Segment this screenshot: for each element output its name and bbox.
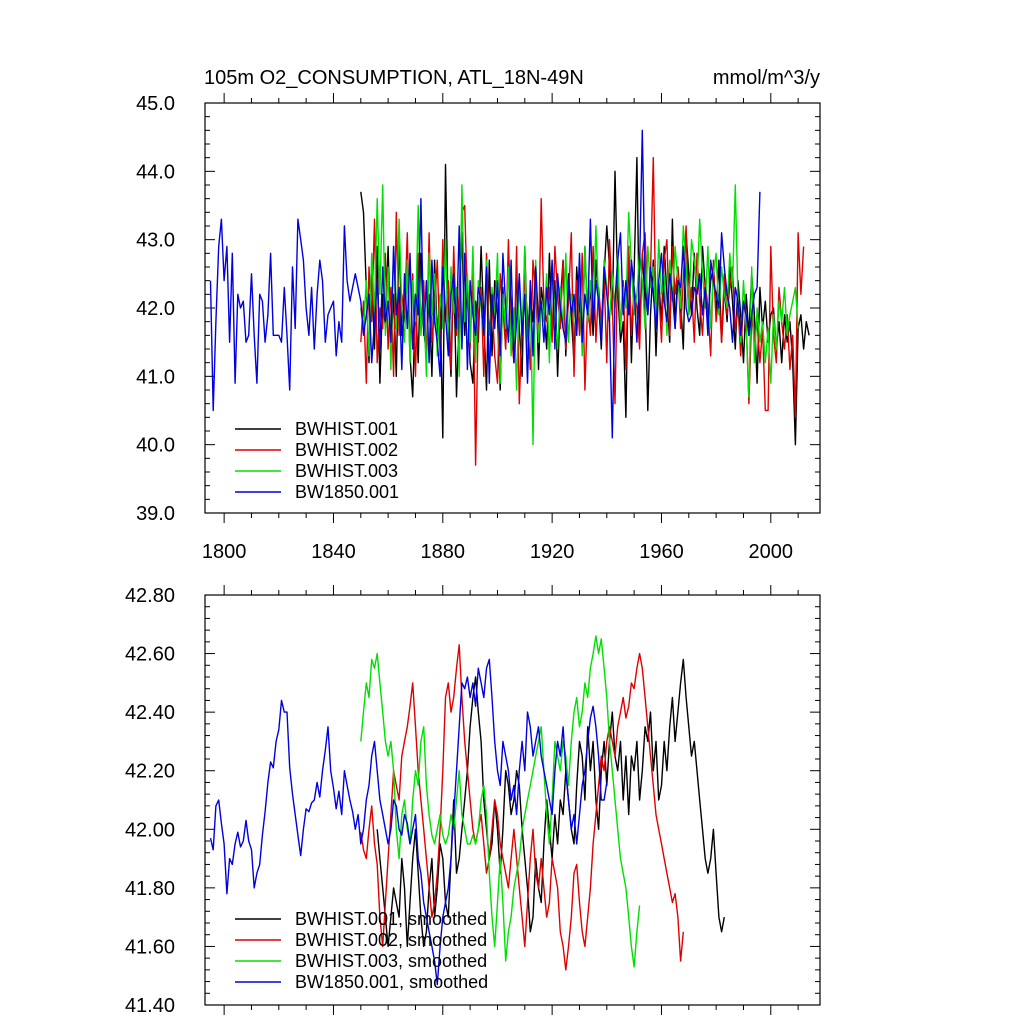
- y-tick-label: 42.60: [125, 644, 175, 666]
- legend-label: BW1850.001, smoothed: [295, 972, 488, 992]
- series-line-2: [360, 644, 684, 971]
- x-tick-label: 1800: [202, 541, 247, 563]
- y-tick-label: 45.0: [136, 93, 175, 115]
- y-tick-label: 44.0: [136, 161, 175, 183]
- y-tick-label: 42.40: [125, 702, 175, 724]
- legend-label: BWHIST.002, smoothed: [295, 930, 487, 950]
- y-tick-label: 40.0: [136, 435, 175, 457]
- series-line-4: [209, 658, 608, 986]
- top-plot-frame: [204, 102, 821, 514]
- units-label: mmol/m^3/y: [713, 67, 820, 89]
- bottom-plot-frame: [204, 594, 821, 1006]
- top-axes-ticks: 39.0 40.0 41.0 42.0 43.0 44.0 45.0 1800 1840 1880…: [136, 93, 820, 563]
- series-line-4: [209, 129, 761, 439]
- y-tick-label: 41.60: [125, 936, 175, 958]
- top-series-lines: [209, 129, 810, 466]
- x-tick-label: 1840: [311, 541, 356, 563]
- y-tick-label: 42.80: [125, 585, 175, 607]
- panel-top-o2-consumption: 105m O2_CONSUMPTION, ATL_18N-49N mmol/m^…: [136, 67, 821, 563]
- y-tick-label: 42.00: [125, 819, 175, 841]
- x-tick-label: 1920: [530, 541, 575, 563]
- y-tick-label: 42.0: [136, 298, 175, 320]
- y-tick-label: 39.0: [136, 503, 175, 525]
- legend-label: BW1850.001: [295, 482, 399, 502]
- y-tick-label: 41.80: [125, 878, 175, 900]
- bottom-series-lines: [209, 635, 725, 986]
- legend-label: BWHIST.001: [295, 419, 398, 439]
- legend-label: BWHIST.003, smoothed: [295, 951, 487, 971]
- x-tick-label: 1880: [421, 541, 466, 563]
- legend-label: BWHIST.002: [295, 440, 398, 460]
- x-tick-label: 2000: [749, 541, 794, 563]
- legend-label: BWHIST.003: [295, 461, 398, 481]
- chart-title: 105m O2_CONSUMPTION, ATL_18N-49N: [204, 67, 584, 89]
- y-tick-label: 41.40: [125, 995, 175, 1017]
- legend-label: BWHIST.001, smoothed: [295, 909, 487, 929]
- x-tick-label: 1960: [639, 541, 684, 563]
- y-tick-label: 41.0: [136, 366, 175, 388]
- series-line-3: [360, 635, 641, 968]
- series-line-1: [376, 658, 725, 948]
- y-tick-label: 43.0: [136, 230, 175, 252]
- panel-bottom-smoothed: 41.40 41.60 41.80 42.00 42.20 42.40 42.60 42.80…: [125, 585, 821, 1017]
- y-tick-label: 42.20: [125, 761, 175, 783]
